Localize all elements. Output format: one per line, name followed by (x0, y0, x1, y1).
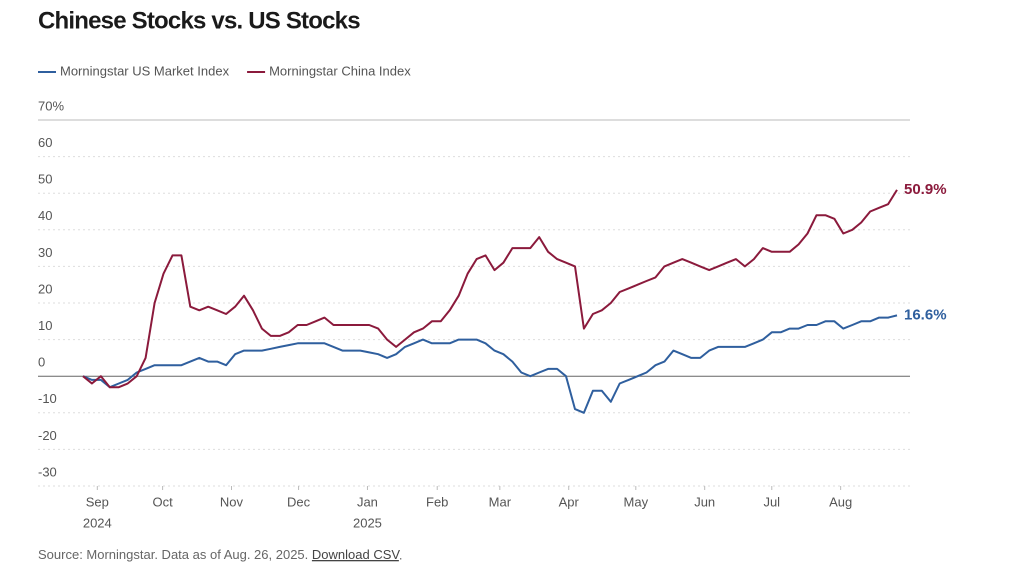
y-tick-label: 50 (38, 172, 52, 187)
y-tick-label: 10 (38, 318, 52, 333)
x-tick-label: Oct (152, 494, 173, 509)
x-tick-year: 2024 (83, 515, 112, 530)
y-tick-label: 40 (38, 208, 52, 223)
series-line (82, 189, 898, 389)
x-tick-label: Mar (489, 494, 512, 509)
y-tick-label: -30 (38, 464, 57, 479)
chart-title: Chinese Stocks vs. US Stocks (38, 7, 360, 34)
x-tick-label: Dec (287, 494, 311, 509)
y-tick-label: 30 (38, 245, 52, 260)
y-tick-label: -10 (38, 391, 57, 406)
legend-label: Morningstar China Index (269, 63, 411, 78)
x-tick-label: May (624, 494, 649, 509)
x-tick-label: Apr (559, 494, 580, 509)
x-tick-label: Nov (220, 494, 244, 509)
y-tick-label: 20 (38, 281, 52, 296)
y-tick-label: -20 (38, 428, 57, 443)
end-label: 16.6% (904, 306, 947, 323)
y-tick-label: 70% (38, 98, 64, 113)
series-line (82, 314, 898, 414)
legend-label: Morningstar US Market Index (60, 63, 230, 78)
y-tick-label: 60 (38, 135, 52, 150)
source-text: Source: Morningstar. Data as of Aug. 26,… (38, 547, 308, 562)
x-tick-label: Jul (763, 494, 780, 509)
x-tick-label: Jun (694, 494, 715, 509)
x-tick-label: Aug (829, 494, 852, 509)
x-tick-label: Sep (86, 494, 109, 509)
download-link[interactable]: Download CSV (312, 547, 400, 562)
x-tick-label: Feb (426, 494, 448, 509)
y-tick-label: 0 (38, 355, 45, 370)
end-label: 50.9% (904, 181, 947, 198)
x-tick-label: Jan (357, 494, 378, 509)
x-tick-year: 2025 (353, 515, 382, 530)
source-note: Source: Morningstar. Data as of Aug. 26,… (38, 547, 403, 562)
